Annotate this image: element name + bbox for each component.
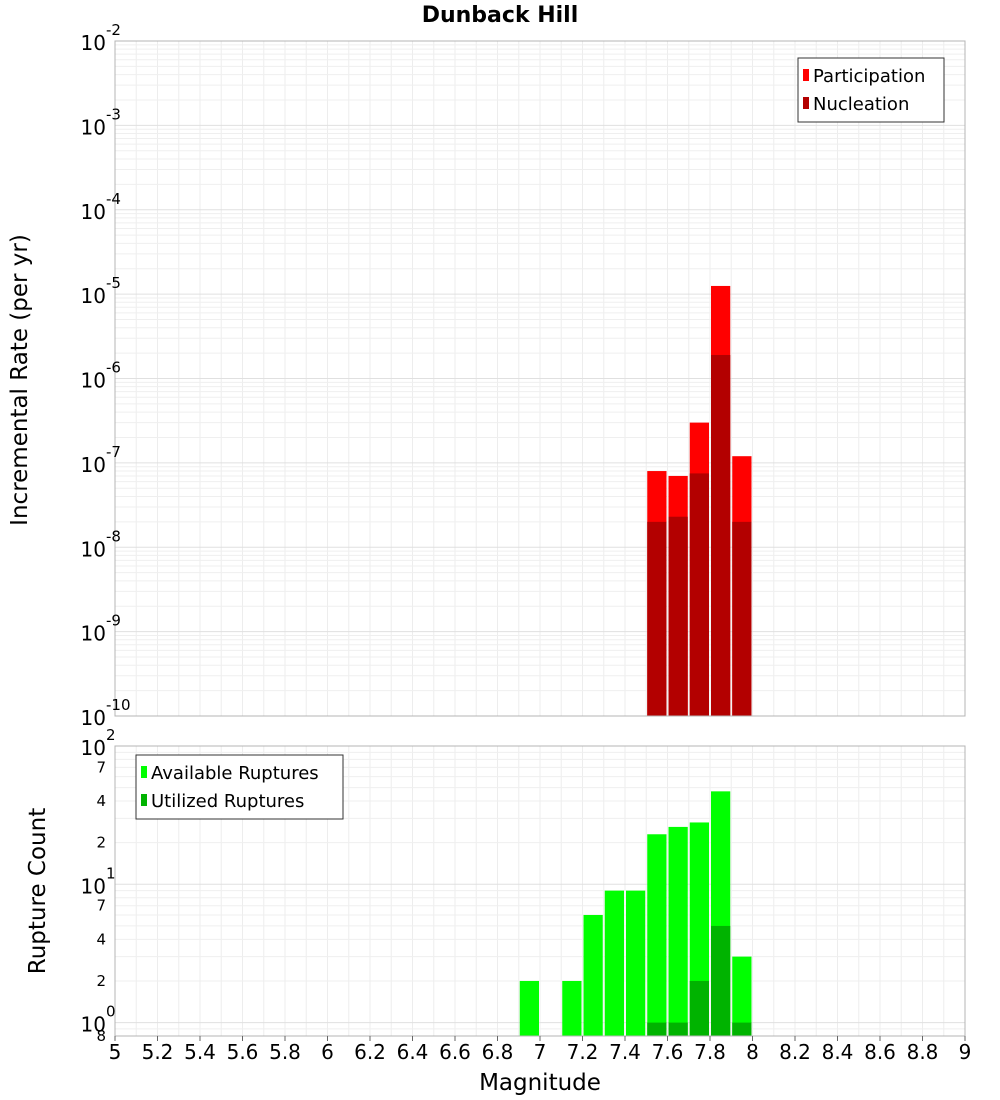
count-legend: Available Ruptures Utilized Ruptures xyxy=(135,754,344,820)
available-ruptures-bar xyxy=(626,890,646,1036)
legend-box xyxy=(135,754,344,820)
y-tick-label: 10 xyxy=(81,1013,106,1037)
x-tick-label: 8.2 xyxy=(779,1040,811,1064)
x-tick-label: 7.8 xyxy=(694,1040,726,1064)
available-ruptures-bar xyxy=(519,980,539,1036)
utilized-ruptures-bar xyxy=(732,1022,752,1036)
rate-bars xyxy=(647,285,752,716)
x-tick-label: 5.8 xyxy=(269,1040,301,1064)
nucleation-bar xyxy=(689,473,709,716)
x-tick-label: 7.2 xyxy=(567,1040,599,1064)
legend-swatch xyxy=(803,69,809,81)
rate-plot-grid xyxy=(115,41,965,716)
x-axis-label: Magnitude xyxy=(479,1070,601,1096)
x-tick-label: 9 xyxy=(959,1040,972,1064)
rate-y-ticks: 10-210-310-410-510-610-710-810-910-10 xyxy=(81,21,131,730)
y-tick-label: 2 xyxy=(96,834,106,852)
legend-label: Participation xyxy=(813,66,925,87)
count-bars xyxy=(519,791,752,1036)
y-tick-label: 10 xyxy=(81,31,106,55)
y-tick-exponent: -10 xyxy=(106,696,131,714)
utilized-ruptures-bar xyxy=(647,1022,667,1036)
legend-swatch xyxy=(141,766,147,778)
nucleation-bar xyxy=(711,354,731,716)
rate-plot: 10-210-310-410-510-610-710-810-910-10 Pa… xyxy=(81,21,966,730)
utilized-ruptures-bar xyxy=(711,925,731,1036)
x-tick-label: 7.6 xyxy=(652,1040,684,1064)
available-ruptures-bar xyxy=(562,980,582,1036)
y-tick-label: 10 xyxy=(81,537,106,561)
chart-title: Dunback Hill xyxy=(422,3,579,28)
y-tick-exponent: 0 xyxy=(106,1003,116,1021)
available-ruptures-bar xyxy=(604,890,624,1036)
y-tick-label: 10 xyxy=(81,453,106,477)
x-tick-label: 5.2 xyxy=(142,1040,174,1064)
legend-swatch xyxy=(803,97,809,109)
y-tick-exponent: -5 xyxy=(106,274,121,292)
y-tick-label: 10 xyxy=(81,115,106,139)
available-ruptures-bar xyxy=(583,914,603,1036)
y-tick-label: 10 xyxy=(81,200,106,224)
y-tick-exponent: -8 xyxy=(106,527,121,545)
x-tick-label: 5.4 xyxy=(184,1040,216,1064)
x-tick-label: 5.6 xyxy=(227,1040,259,1064)
legend-swatch xyxy=(141,794,147,806)
legend-label: Available Ruptures xyxy=(151,763,319,784)
x-tick-label: 7.4 xyxy=(609,1040,641,1064)
y-tick-exponent: -4 xyxy=(106,190,121,208)
y-tick-exponent: -9 xyxy=(106,612,121,630)
top-y-axis-label: Incremental Rate (per yr) xyxy=(7,234,33,526)
y-tick-label: 10 xyxy=(81,706,106,730)
x-tick-label: 6.8 xyxy=(482,1040,514,1064)
x-tick-label: 6 xyxy=(321,1040,334,1064)
y-tick-label: 2 xyxy=(96,972,106,990)
x-ticks: 5 5.2 5.4 5.6 5.8 6 6.2 6.4 6.6 6.8 7 7.2 7.4 7.6 7.8 8… xyxy=(109,1036,972,1064)
y-tick-label: 8 xyxy=(96,1027,106,1045)
legend-label: Utilized Ruptures xyxy=(151,791,304,812)
available-ruptures-bar xyxy=(647,834,667,1036)
y-tick-exponent: -7 xyxy=(106,443,121,461)
x-tick-label: 8.8 xyxy=(907,1040,939,1064)
legend-label: Nucleation xyxy=(813,94,909,115)
x-tick-label: 8.4 xyxy=(822,1040,854,1064)
y-tick-exponent: -3 xyxy=(106,105,121,123)
rate-legend: Participation Nucleation xyxy=(797,57,945,123)
nucleation-bar xyxy=(732,521,752,716)
x-tick-label: 6.6 xyxy=(439,1040,471,1064)
nucleation-bar xyxy=(668,516,688,716)
y-tick-label: 10 xyxy=(81,284,106,308)
y-tick-exponent: -6 xyxy=(106,359,121,377)
rate-plot-border xyxy=(114,40,966,717)
y-tick-label: 10 xyxy=(81,736,106,760)
y-tick-exponent: -2 xyxy=(106,21,121,39)
x-tick-label: 5 xyxy=(109,1040,122,1064)
y-tick-label: 7 xyxy=(96,758,106,776)
y-tick-label: 10 xyxy=(81,622,106,646)
y-tick-label: 10 xyxy=(81,369,106,393)
utilized-ruptures-bar xyxy=(668,1022,688,1036)
available-ruptures-bar xyxy=(732,956,752,1036)
x-tick-label: 8 xyxy=(746,1040,759,1064)
x-tick-label: 8.6 xyxy=(864,1040,896,1064)
y-tick-label: 4 xyxy=(96,792,106,810)
y-tick-label: 7 xyxy=(96,897,106,915)
y-tick-exponent: 1 xyxy=(106,864,116,882)
available-ruptures-bar xyxy=(668,826,688,1036)
y-tick-label: 4 xyxy=(96,930,106,948)
legend-box xyxy=(797,57,945,123)
nucleation-bar xyxy=(647,521,667,716)
x-tick-label: 6.2 xyxy=(354,1040,386,1064)
y-tick-exponent: 2 xyxy=(106,726,116,744)
utilized-ruptures-bar xyxy=(689,980,709,1036)
bottom-y-axis-label: Rupture Count xyxy=(25,808,51,974)
x-tick-label: 7 xyxy=(534,1040,547,1064)
x-tick-label: 6.4 xyxy=(397,1040,429,1064)
y-tick-label: 10 xyxy=(81,874,106,898)
